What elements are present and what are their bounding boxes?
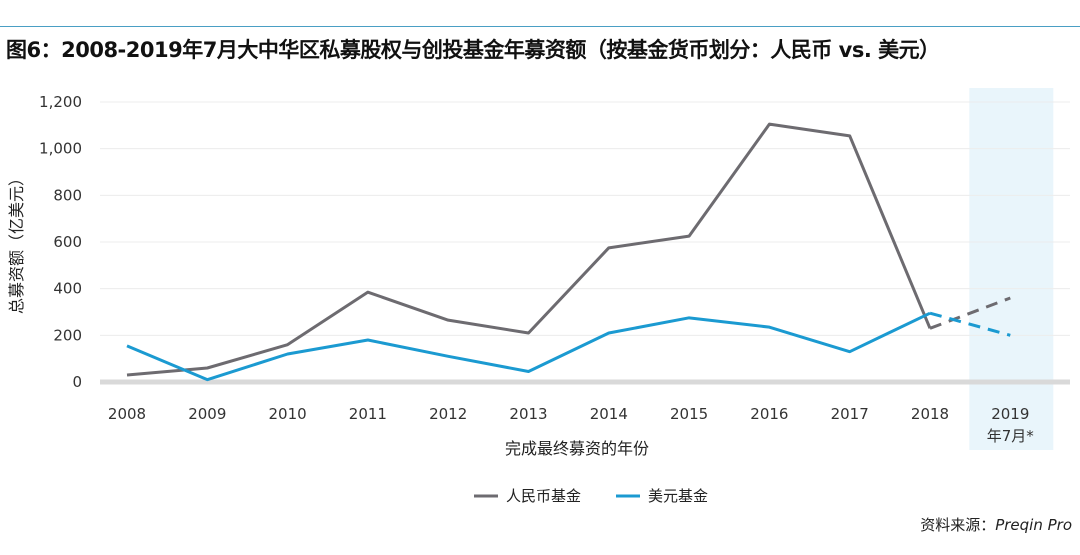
y-tick-label: 1,000 xyxy=(39,140,82,158)
x-axis-title: 完成最终募资的年份 xyxy=(505,439,649,458)
x-tick-label: 年7月* xyxy=(987,427,1035,445)
source-name: Preqin Pro xyxy=(995,516,1072,534)
source-note: 资料来源：Preqin Pro xyxy=(920,514,1072,535)
legend-label-usd: 美元基金 xyxy=(648,487,708,505)
x-tick-label: 2009 xyxy=(188,405,226,423)
x-tick-label: 2008 xyxy=(108,405,146,423)
x-tick-label: 2019 xyxy=(991,405,1029,423)
y-tick-label: 200 xyxy=(53,326,82,344)
highlight-band-2019 xyxy=(969,88,1054,450)
top-rule xyxy=(0,26,1080,27)
chart-title: 图6：2008-2019年7月大中华区私募股权与创投基金年募资额（按基金货币划分… xyxy=(6,38,940,62)
y-tick-label: 400 xyxy=(53,280,82,298)
y-tick-label: 1,200 xyxy=(39,93,82,111)
series-line-usd xyxy=(126,311,931,382)
y-axis-title: 总募资额（亿美元） xyxy=(7,170,26,314)
series-projection-usd xyxy=(929,311,1011,337)
x-tick-label: 2015 xyxy=(670,405,708,423)
x-tick-label: 2010 xyxy=(269,405,307,423)
legend-label-rmb: 人民币基金 xyxy=(506,487,581,505)
series-line-rmb xyxy=(126,122,932,377)
x-tick-label: 2017 xyxy=(831,405,869,423)
source-prefix: 资料来源： xyxy=(920,516,996,534)
x-tick-label: 2014 xyxy=(590,405,628,423)
y-tick-label: 0 xyxy=(72,373,82,391)
series-projection-rmb xyxy=(929,296,1011,330)
x-tick-label: 2016 xyxy=(750,405,788,423)
y-tick-label: 600 xyxy=(53,233,82,251)
x-tick-label: 2013 xyxy=(509,405,547,423)
y-tick-label: 800 xyxy=(53,186,82,204)
x-tick-label: 2012 xyxy=(429,405,467,423)
x-tick-label: 2018 xyxy=(911,405,949,423)
x-tick-label: 2011 xyxy=(349,405,387,423)
